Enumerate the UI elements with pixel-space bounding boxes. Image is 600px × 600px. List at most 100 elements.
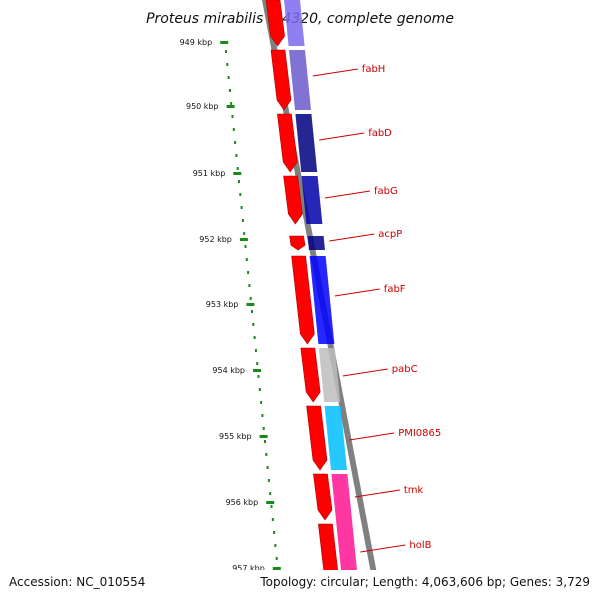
ruler-dot bbox=[256, 362, 259, 365]
ruler-dot bbox=[270, 505, 273, 508]
ruler-tick-label: 952 kbp bbox=[199, 235, 232, 244]
gene-band-fabd bbox=[289, 50, 311, 110]
footer-bg bbox=[0, 570, 600, 600]
kbp-ruler: 949 kbp 950 kbp 951 kbp 952 kbp 953 kbp 954 k… bbox=[180, 38, 282, 599]
gene-label-leader bbox=[360, 544, 406, 553]
gene-band-pabc bbox=[309, 256, 335, 344]
ruler-dot bbox=[262, 427, 265, 430]
accession-text: Accession: NC_010554 bbox=[9, 575, 145, 589]
ruler-tick-label: 956 kbp bbox=[226, 498, 259, 507]
gene-label: fabF bbox=[384, 284, 406, 295]
ruler-dot bbox=[253, 336, 256, 339]
ruler-dot bbox=[269, 492, 272, 495]
ruler-tick bbox=[253, 369, 261, 372]
cds-arrow bbox=[277, 113, 298, 173]
cds-arrow bbox=[270, 49, 292, 111]
gene-labels: fabH fabD fabG acpP fabF pabC PMI0865 tmk holB bbox=[312, 64, 441, 553]
gene-label: fabG bbox=[374, 186, 398, 197]
ruler-dot bbox=[254, 349, 257, 352]
gene-track bbox=[284, 0, 360, 600]
cds-arrow bbox=[300, 347, 321, 403]
cds-track bbox=[265, 0, 341, 600]
gene-label-leader bbox=[342, 368, 388, 377]
ruler-dot bbox=[248, 284, 251, 287]
gene-label-leader bbox=[354, 489, 400, 498]
gene-label-leader bbox=[312, 68, 358, 77]
ruler-tick bbox=[266, 501, 275, 504]
gene-label: tmk bbox=[404, 485, 424, 496]
ruler-tick-label: 954 kbp bbox=[212, 366, 245, 375]
ruler-tick bbox=[239, 238, 248, 241]
cds-arrow bbox=[306, 405, 328, 471]
gene-band-acpp bbox=[301, 176, 323, 224]
ruler-tick-label: 957 kbp bbox=[232, 564, 265, 573]
gene-band-fabg bbox=[295, 114, 318, 172]
ruler-dot bbox=[247, 271, 250, 274]
gene-label: acpP bbox=[378, 229, 402, 240]
ruler-tick bbox=[226, 105, 235, 108]
ruler-dot bbox=[266, 466, 269, 469]
ruler-dot bbox=[226, 63, 229, 66]
ruler-dot bbox=[257, 375, 260, 378]
ruler-dot bbox=[251, 310, 253, 313]
ruler-tick bbox=[246, 303, 255, 306]
ruler-dot bbox=[264, 440, 266, 443]
cds-arrow bbox=[265, 0, 285, 47]
ruler-dot bbox=[275, 557, 278, 560]
ruler-tick bbox=[233, 172, 242, 175]
ruler-dot bbox=[225, 50, 227, 53]
gene-label: PMI0865 bbox=[398, 428, 441, 439]
ruler-tick bbox=[220, 41, 229, 44]
cds-arrow bbox=[283, 175, 303, 225]
ruler-dot bbox=[239, 193, 242, 196]
ruler-tick bbox=[259, 435, 268, 438]
cds-arrow bbox=[313, 473, 333, 521]
gene-label-leader bbox=[324, 190, 371, 199]
ruler-dot bbox=[258, 388, 261, 391]
ruler-dot bbox=[274, 544, 277, 547]
ruler-dot bbox=[236, 167, 239, 170]
ruler-dot bbox=[271, 518, 274, 521]
ruler-dot bbox=[273, 531, 276, 534]
ruler-dot bbox=[265, 453, 268, 456]
cds-arrow bbox=[289, 235, 306, 251]
ruler-dot bbox=[243, 232, 246, 235]
gene-band-tmk bbox=[324, 406, 347, 470]
gene-label: holB bbox=[409, 540, 431, 551]
ruler-dot bbox=[252, 323, 255, 326]
ruler-dot bbox=[235, 154, 238, 157]
ruler-tick-label: 950 kbp bbox=[186, 102, 219, 111]
ruler-dot bbox=[249, 297, 252, 300]
gene-label-leader bbox=[319, 132, 365, 141]
ruler-tick-label: 949 kbp bbox=[180, 38, 213, 47]
ruler-dot bbox=[231, 115, 234, 118]
gene-band-fabf bbox=[307, 236, 325, 250]
topology-summary: Topology: circular; Length: 4,063,606 bp… bbox=[259, 575, 590, 589]
ruler-dot bbox=[261, 414, 264, 417]
ruler-dot bbox=[244, 245, 247, 248]
gene-band-fabh bbox=[284, 0, 305, 46]
ruler-dot bbox=[260, 401, 263, 404]
ruler-tick-label: 953 kbp bbox=[206, 300, 239, 309]
ruler-dot bbox=[228, 89, 231, 92]
ruler-dot bbox=[241, 219, 244, 222]
ruler-dot bbox=[234, 141, 237, 144]
ruler-tick bbox=[272, 567, 281, 570]
ruler-dot bbox=[238, 180, 240, 183]
ruler-dot bbox=[245, 258, 248, 261]
ruler-tick-label: 951 kbp bbox=[193, 169, 226, 178]
ruler-tick-label: 955 kbp bbox=[219, 432, 252, 441]
gene-band-holb bbox=[331, 474, 360, 600]
gene-label-leader bbox=[329, 233, 375, 242]
ruler-dot bbox=[267, 479, 270, 482]
gene-label: pabC bbox=[392, 364, 418, 375]
ruler-dot bbox=[227, 76, 230, 79]
ruler-dot bbox=[232, 128, 235, 131]
cds-arrow bbox=[291, 255, 315, 345]
gene-label-leader bbox=[349, 432, 395, 441]
gene-label: fabH bbox=[362, 64, 386, 75]
gene-label: fabD bbox=[368, 128, 392, 139]
ruler-dot bbox=[240, 206, 243, 209]
gene-label-leader bbox=[334, 288, 380, 297]
